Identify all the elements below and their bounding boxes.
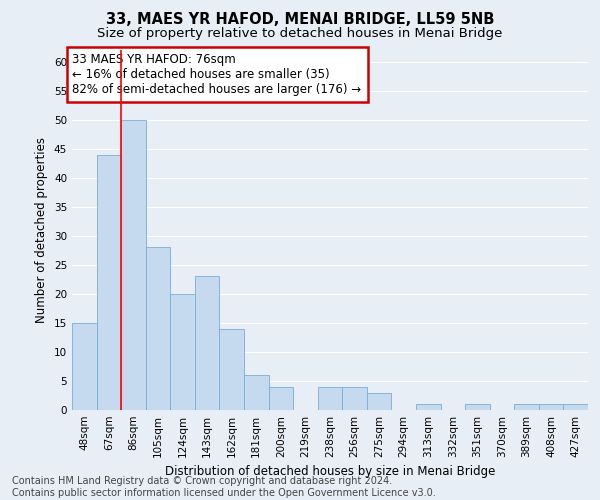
Bar xyxy=(367,392,391,410)
Bar xyxy=(269,387,293,410)
Bar xyxy=(220,328,244,410)
Text: 33 MAES YR HAFOD: 76sqm
← 16% of detached houses are smaller (35)
82% of semi-de: 33 MAES YR HAFOD: 76sqm ← 16% of detache… xyxy=(73,53,362,96)
Bar xyxy=(146,248,170,410)
Bar xyxy=(563,404,588,410)
X-axis label: Distribution of detached houses by size in Menai Bridge: Distribution of detached houses by size … xyxy=(165,466,495,478)
Bar xyxy=(244,375,269,410)
Bar xyxy=(539,404,563,410)
Text: Contains HM Land Registry data © Crown copyright and database right 2024.
Contai: Contains HM Land Registry data © Crown c… xyxy=(12,476,436,498)
Y-axis label: Number of detached properties: Number of detached properties xyxy=(35,137,49,323)
Bar xyxy=(514,404,539,410)
Bar xyxy=(72,323,97,410)
Bar xyxy=(170,294,195,410)
Bar xyxy=(97,154,121,410)
Text: Size of property relative to detached houses in Menai Bridge: Size of property relative to detached ho… xyxy=(97,28,503,40)
Bar xyxy=(121,120,146,410)
Bar xyxy=(195,276,220,410)
Bar xyxy=(318,387,342,410)
Bar xyxy=(465,404,490,410)
Text: 33, MAES YR HAFOD, MENAI BRIDGE, LL59 5NB: 33, MAES YR HAFOD, MENAI BRIDGE, LL59 5N… xyxy=(106,12,494,28)
Bar xyxy=(416,404,440,410)
Bar xyxy=(342,387,367,410)
